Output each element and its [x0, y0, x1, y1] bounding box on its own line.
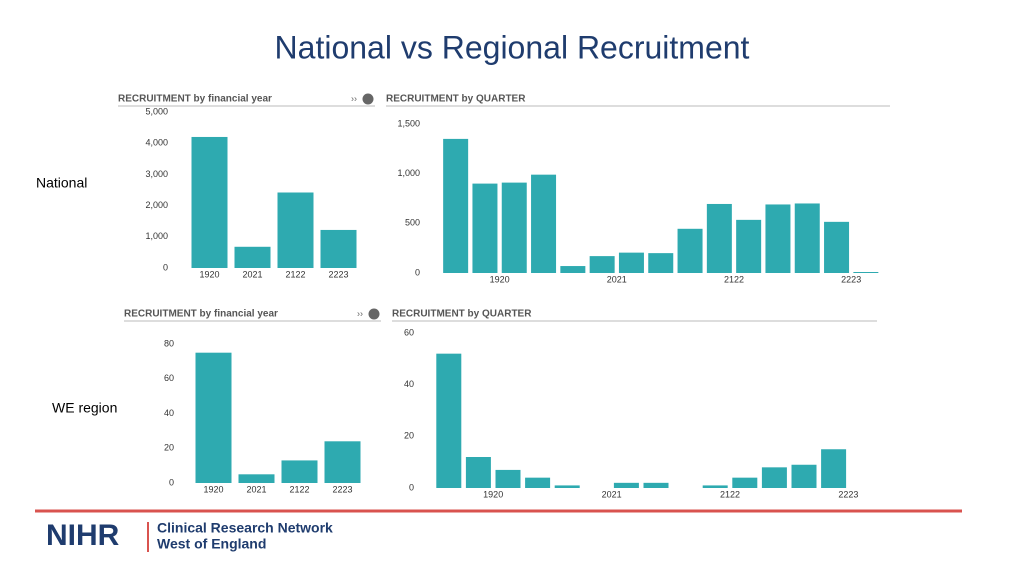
bar [472, 183, 498, 273]
x-tick-label: 1920 [483, 489, 503, 499]
bar [732, 477, 758, 488]
x-tick-label: 2122 [720, 489, 740, 499]
y-tick-label: 40 [404, 379, 414, 389]
x-tick-label: 2021 [602, 489, 622, 499]
x-tick-label: 2021 [242, 269, 262, 279]
x-tick-label: 2122 [724, 274, 744, 284]
bar [436, 353, 462, 488]
bar [238, 474, 275, 483]
bar [195, 352, 232, 483]
y-tick-label: 0 [415, 267, 420, 277]
y-tick-label: 1,500 [397, 118, 420, 128]
bar [794, 203, 820, 273]
panel-title: RECRUITMENT by QUARTER [392, 309, 532, 320]
y-tick-label: 0 [409, 482, 414, 492]
y-tick-label: 2,000 [145, 200, 168, 210]
expand-icon: ›› [357, 308, 363, 318]
bar [277, 192, 314, 268]
y-tick-label: 60 [164, 373, 174, 383]
x-tick-label: 1920 [203, 484, 223, 494]
x-tick-label: 2122 [285, 269, 305, 279]
slide-title: National vs Regional Recruitment [275, 29, 750, 65]
y-tick-label: 3,000 [145, 169, 168, 179]
bar [613, 482, 639, 488]
y-tick-label: 4,000 [145, 138, 168, 148]
logo-line: Clinical Research Network [157, 520, 333, 536]
x-tick-label: 2122 [289, 484, 309, 494]
y-tick-label: 40 [164, 408, 174, 418]
bar [191, 136, 228, 268]
bar [560, 266, 586, 273]
bar [791, 464, 817, 488]
bar [531, 174, 557, 273]
panel-title: RECRUITMENT by QUARTER [386, 94, 526, 105]
x-tick-label: 2021 [607, 274, 627, 284]
row-label: National [36, 175, 87, 191]
x-tick-label: 1920 [199, 269, 219, 279]
y-tick-label: 0 [163, 262, 168, 272]
bar [824, 221, 850, 273]
y-tick-label: 60 [404, 327, 414, 337]
y-tick-label: 5,000 [145, 106, 168, 116]
logo-mark: NIHR [46, 519, 120, 552]
y-tick-label: 500 [405, 218, 420, 228]
bar [821, 449, 847, 488]
y-tick-label: 1,000 [145, 231, 168, 241]
help-icon [362, 93, 374, 105]
bar [736, 219, 762, 273]
bar [648, 253, 674, 273]
bar [465, 457, 491, 488]
x-tick-label: 2223 [841, 274, 861, 284]
help-icon [368, 308, 380, 320]
bar [589, 256, 615, 273]
logo-line: West of England [157, 536, 266, 552]
y-tick-label: 20 [164, 443, 174, 453]
row-label: WE region [52, 400, 117, 416]
x-tick-label: 2223 [332, 484, 352, 494]
bar [501, 182, 527, 273]
bar [702, 485, 728, 488]
x-tick-label: 1920 [490, 274, 510, 284]
bar [706, 203, 732, 273]
bar [281, 460, 318, 483]
bar [765, 204, 791, 273]
x-tick-label: 2223 [328, 269, 348, 279]
y-tick-label: 80 [164, 338, 174, 348]
bar [761, 467, 787, 488]
expand-icon: ›› [351, 93, 357, 103]
bar [525, 477, 551, 488]
bar [495, 469, 521, 488]
panel-title: RECRUITMENT by financial year [118, 94, 272, 105]
x-tick-label: 2021 [246, 484, 266, 494]
y-tick-label: 0 [169, 477, 174, 487]
bar [643, 482, 669, 488]
bar [324, 441, 361, 483]
y-tick-label: 1,000 [397, 168, 420, 178]
bar [554, 485, 580, 488]
bar [443, 138, 469, 273]
bar [853, 272, 879, 273]
bar [320, 229, 357, 268]
bar [677, 228, 703, 273]
bar [618, 252, 644, 273]
x-tick-label: 2223 [838, 489, 858, 499]
panel-title: RECRUITMENT by financial year [124, 309, 278, 320]
bar [234, 246, 271, 268]
y-tick-label: 20 [404, 431, 414, 441]
